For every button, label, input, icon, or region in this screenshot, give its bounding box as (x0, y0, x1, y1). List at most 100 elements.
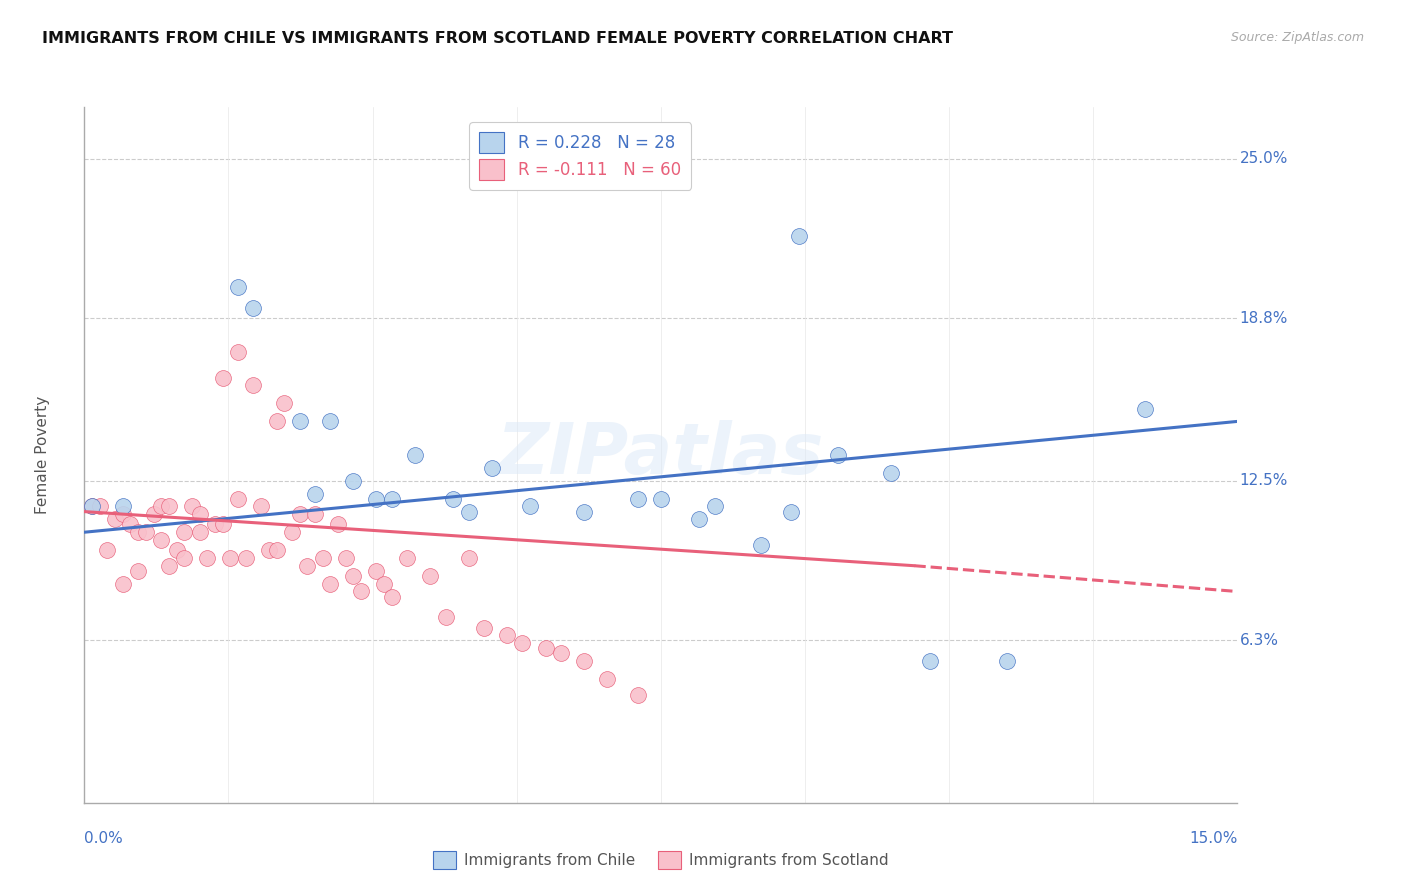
Point (211, 370, 233, 384)
Point (572, 505, 595, 519)
Point (304, 507, 326, 521)
Point (381, 590, 404, 604)
Text: IMMIGRANTS FROM CHILE VS IMMIGRANTS FROM SCOTLAND FEMALE POVERTY CORRELATION CHA: IMMIGRANTS FROM CHILE VS IMMIGRANTS FROM… (42, 31, 953, 46)
Point (120, 517, 142, 532)
Point (80, 500, 103, 514)
Point (173, 525, 195, 540)
Point (281, 525, 304, 540)
Point (419, 569, 441, 583)
Point (1133, 401, 1156, 416)
Point (319, 414, 342, 428)
Point (918, 654, 941, 668)
Point (650, 491, 672, 506)
Point (89, 500, 111, 514)
Point (995, 654, 1018, 668)
Point (242, 378, 264, 392)
Point (135, 525, 157, 540)
Point (326, 517, 349, 532)
Point (111, 576, 134, 591)
Point (226, 344, 249, 359)
Point (472, 621, 495, 635)
Point (534, 641, 557, 656)
Point (880, 466, 903, 480)
Point (342, 474, 364, 488)
Text: Female Poverty: Female Poverty (35, 396, 49, 514)
Point (441, 491, 464, 506)
Point (219, 551, 242, 566)
Point (787, 228, 810, 243)
Point (235, 551, 257, 566)
Point (311, 551, 333, 566)
Point (242, 301, 264, 315)
Point (188, 525, 211, 540)
Point (350, 584, 373, 599)
Text: 25.0%: 25.0% (1240, 151, 1288, 166)
Point (157, 500, 180, 514)
Point (142, 507, 165, 521)
Point (266, 543, 288, 558)
Point (150, 500, 173, 514)
Point (127, 525, 149, 540)
Point (319, 576, 342, 591)
Point (157, 558, 180, 573)
Text: Source: ZipAtlas.com: Source: ZipAtlas.com (1230, 31, 1364, 45)
Text: 12.5%: 12.5% (1240, 473, 1288, 488)
Point (780, 505, 803, 519)
Point (96, 543, 118, 558)
Point (266, 414, 288, 428)
Text: 15.0%: 15.0% (1189, 830, 1237, 846)
Point (80, 500, 103, 514)
Point (596, 672, 619, 686)
Point (204, 517, 226, 532)
Point (127, 564, 149, 578)
Text: 6.3%: 6.3% (1240, 633, 1278, 648)
Point (195, 551, 218, 566)
Point (827, 448, 849, 462)
Point (366, 564, 388, 578)
Point (434, 610, 457, 624)
Legend: R = 0.228   N = 28, R = -0.111   N = 60: R = 0.228 N = 28, R = -0.111 N = 60 (470, 122, 690, 190)
Point (166, 543, 188, 558)
Point (512, 636, 534, 650)
Text: 18.8%: 18.8% (1240, 310, 1288, 326)
Point (111, 507, 134, 521)
Point (335, 551, 357, 566)
Point (457, 505, 479, 519)
Point (481, 460, 503, 475)
Point (550, 646, 572, 660)
Point (373, 576, 395, 591)
Point (519, 500, 541, 514)
Legend: Immigrants from Chile, Immigrants from Scotland: Immigrants from Chile, Immigrants from S… (427, 845, 894, 875)
Point (288, 414, 311, 428)
Text: ZIPatlas: ZIPatlas (498, 420, 824, 490)
Point (104, 512, 127, 526)
Point (226, 280, 249, 294)
Point (381, 491, 404, 506)
Point (396, 551, 419, 566)
Point (111, 500, 134, 514)
Point (288, 507, 311, 521)
Point (257, 543, 280, 558)
Point (627, 491, 650, 506)
Point (250, 500, 273, 514)
Point (703, 500, 725, 514)
Point (457, 551, 479, 566)
Point (342, 569, 364, 583)
Point (297, 558, 319, 573)
Point (688, 512, 710, 526)
Point (304, 486, 326, 500)
Point (627, 688, 650, 702)
Point (273, 396, 295, 410)
Text: 0.0%: 0.0% (84, 830, 124, 846)
Point (404, 448, 426, 462)
Point (366, 491, 388, 506)
Point (226, 491, 249, 506)
Point (749, 538, 772, 552)
Point (211, 517, 233, 532)
Point (572, 654, 595, 668)
Point (150, 533, 173, 547)
Point (173, 551, 195, 566)
Point (188, 507, 211, 521)
Point (496, 628, 519, 642)
Point (181, 500, 204, 514)
